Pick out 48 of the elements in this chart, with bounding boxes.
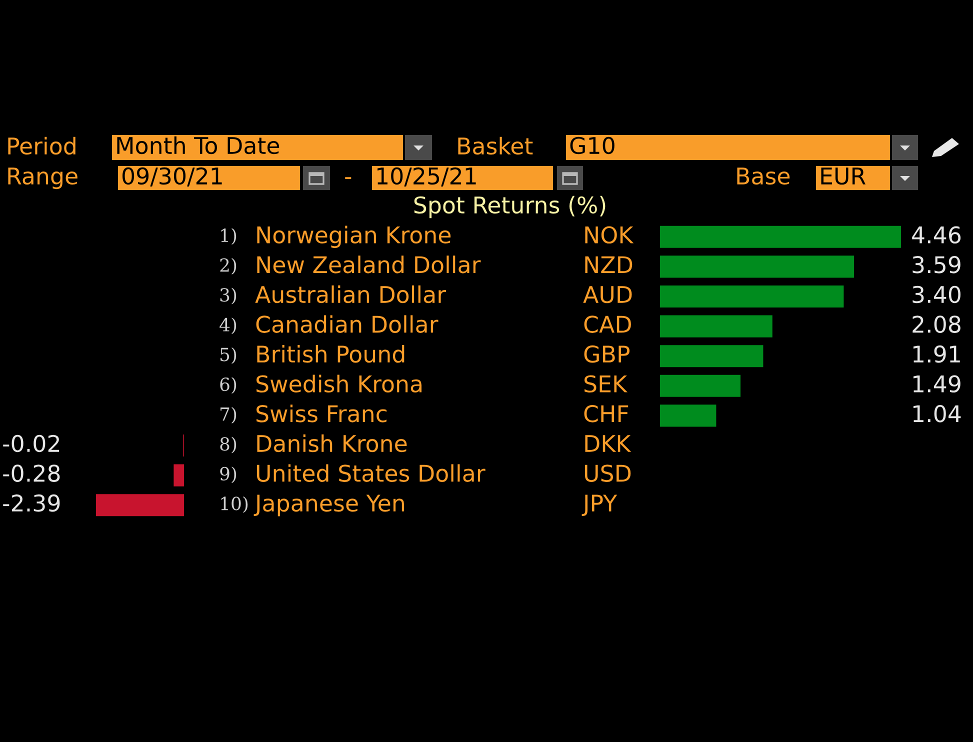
text: 10/25/21 xyxy=(378,167,476,186)
data-label: -0.28 xyxy=(3,464,60,482)
bar xyxy=(660,226,901,248)
text: 09/30/21 xyxy=(122,167,222,186)
data-label: -2.39 xyxy=(3,494,60,512)
y-tick-label: 9) United States Dollar xyxy=(220,464,486,484)
text: Basket xyxy=(458,136,533,155)
bar xyxy=(660,315,772,338)
y-tick-label: 6) Swedish Krona xyxy=(220,374,422,394)
y2-tick-label: JPY xyxy=(582,494,618,516)
y2-tick-label: AUD xyxy=(583,286,632,304)
text: Period xyxy=(8,136,76,155)
data-label: 1.49 xyxy=(913,375,960,393)
y-tick-label: 10) Japanese Yen xyxy=(221,494,404,516)
y2-tick-label: SEK xyxy=(584,375,628,393)
text: EUR xyxy=(821,168,866,185)
y-tick-label: 2) New Zealand Dollar xyxy=(220,256,481,274)
y2-tick-label: NZD xyxy=(585,256,632,274)
bar xyxy=(660,404,716,427)
text: Range xyxy=(8,168,78,190)
data-label: 2.08 xyxy=(912,316,960,333)
data-label: 3.40 xyxy=(912,286,960,304)
y2-tick-label: CAD xyxy=(584,316,631,333)
y-tick-label: 5) British Pound xyxy=(220,345,404,364)
y-tick-label: 7) Swiss Franc xyxy=(220,404,387,424)
text: G10 xyxy=(570,136,614,154)
y2-tick-label: DKK xyxy=(585,435,632,452)
text: - xyxy=(345,177,352,179)
chart-title: Spot Returns (%) xyxy=(414,196,606,218)
bar xyxy=(660,285,844,308)
y2-tick-label: GBP xyxy=(584,345,630,363)
bar xyxy=(660,374,741,397)
data-label: 4.46 xyxy=(912,226,961,244)
data-label: -0.02 xyxy=(3,434,59,452)
text: Base xyxy=(737,168,790,185)
y-tick-label: 4) Canadian Dollar xyxy=(220,315,438,334)
bar xyxy=(660,345,764,368)
data-label: 1.04 xyxy=(913,405,961,422)
y-tick-label: 3) Australian Dollar xyxy=(220,285,446,304)
bar xyxy=(660,256,854,278)
y2-tick-label: CHF xyxy=(584,405,628,422)
y2-tick-label: USD xyxy=(584,464,631,482)
text: Month To Date xyxy=(117,136,280,154)
y-tick-label: 1) Norwegian Krone xyxy=(221,226,451,248)
data-label: 1.91 xyxy=(913,345,960,363)
data-label: 3.59 xyxy=(912,256,960,274)
y2-tick-label: NOK xyxy=(585,226,634,244)
y-tick-label: 8) Danish Krone xyxy=(220,434,407,454)
